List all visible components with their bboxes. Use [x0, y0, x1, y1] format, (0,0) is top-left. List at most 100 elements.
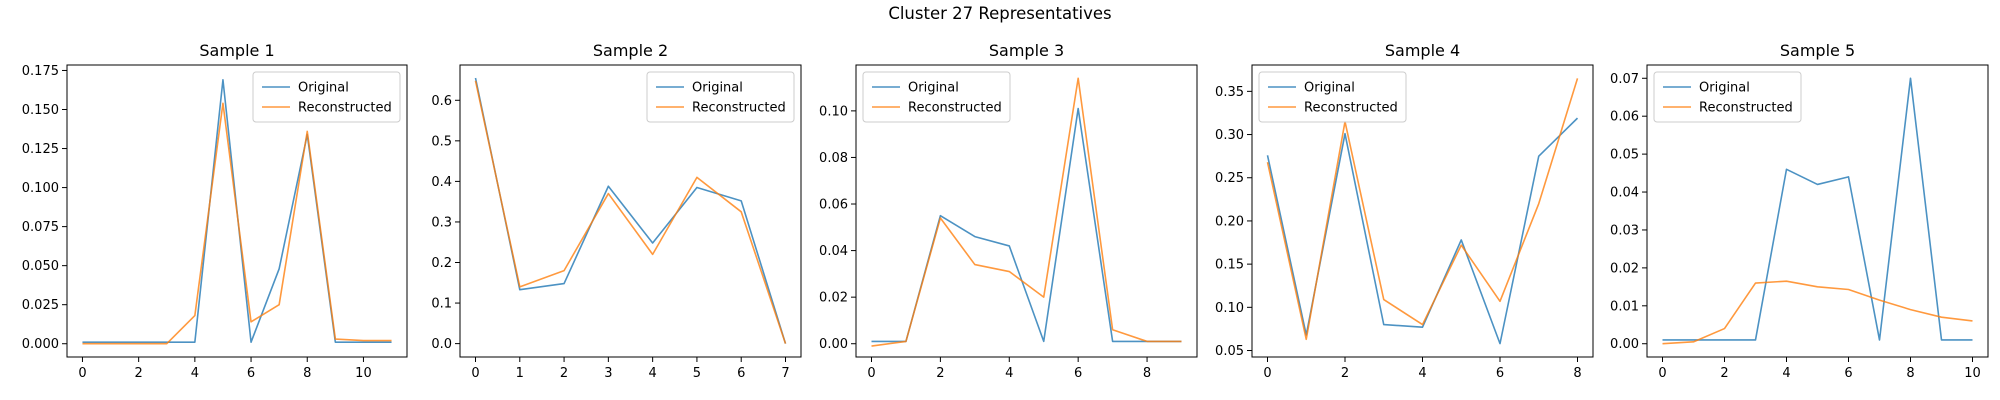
plot-frame	[1251, 64, 1594, 358]
y-tick-label: 0.3	[431, 215, 452, 230]
series-line-reconstructed	[474, 80, 787, 344]
subplot-title: Sample 3	[989, 41, 1064, 60]
x-tick-label: 8	[1906, 366, 1914, 381]
legend-box	[252, 71, 401, 123]
plot-frame	[66, 64, 408, 358]
y-tick-label: 0.5	[431, 134, 452, 149]
legend-label: Reconstructed	[298, 101, 392, 116]
series-line-reconstructed	[1266, 78, 1579, 341]
legend-label: Original	[1699, 81, 1750, 96]
plot-frame	[1646, 64, 1989, 358]
x-tick-label: 4	[1005, 366, 1013, 381]
y-tick-label: 0.4	[431, 175, 452, 190]
legend-label: Original	[692, 81, 743, 96]
legend-label: Original	[908, 81, 959, 96]
legend: Original Reconstructed	[1653, 71, 1802, 123]
subplot-title: Sample 5	[1780, 41, 1855, 60]
y-tick-label: 0.25	[1215, 171, 1244, 186]
x-tick-label: 4	[1782, 366, 1790, 381]
legend-label: Original	[298, 81, 349, 96]
y-tick-label: 0.03	[1610, 223, 1639, 238]
legend-box	[1258, 71, 1407, 123]
legend: Original Reconstructed	[646, 71, 795, 123]
x-tick-label: 2	[560, 366, 568, 381]
figure-title: Cluster 27 Representatives	[888, 4, 1112, 23]
x-tick-label: 6	[737, 366, 745, 381]
legend-label: Reconstructed	[1304, 101, 1398, 116]
x-tick-label: 2	[1341, 366, 1349, 381]
subplot-title: Sample 1	[199, 41, 274, 60]
y-tick-label: 0.15	[1215, 258, 1244, 273]
legend-label: Reconstructed	[692, 101, 786, 116]
y-tick-label: 0.175	[22, 64, 59, 79]
y-tick-label: 0.00	[1610, 337, 1639, 352]
y-tick-label: 0.08	[819, 151, 848, 166]
x-tick-label: 0	[471, 366, 479, 381]
x-tick-label: 4	[1418, 366, 1426, 381]
y-tick-label: 0.01	[1610, 299, 1639, 314]
x-tick-label: 6	[1074, 366, 1082, 381]
subplot-4: Sample 4 0.05 0.10 0.15 0.20 0.25 0.30 0.35 0 2 4 6…	[1215, 41, 1594, 381]
legend: Original Reconstructed	[1258, 71, 1407, 123]
x-tick-label: 4	[649, 366, 657, 381]
legend-label: Original	[1304, 81, 1355, 96]
x-tick-label: 5	[693, 366, 701, 381]
y-tick-label: 0.07	[1610, 72, 1639, 87]
series-line-original	[474, 77, 787, 344]
x-tick-label: 10	[1964, 366, 1981, 381]
x-tick-label: 8	[1573, 366, 1581, 381]
y-tick-label: 0.2	[431, 256, 452, 271]
x-tick-label: 8	[303, 366, 311, 381]
y-tick-label: 0.075	[22, 220, 59, 235]
subplot-3: Sample 3 0.00 0.02 0.04 0.06 0.08 0.10 0 2 4 6 8 Ori…	[819, 41, 1198, 381]
y-tick-label: 0.02	[1610, 261, 1639, 276]
plot-frame	[855, 64, 1198, 358]
y-tick-label: 0.06	[819, 198, 848, 213]
y-tick-label: 0.05	[1610, 148, 1639, 163]
x-tick-label: 2	[936, 366, 944, 381]
subplot-1: Sample 1 0.000 0.025 0.050 0.075 0.100 0.125 0.…	[22, 41, 408, 381]
subplot-2: Sample 2 0.0 0.1 0.2 0.3 0.4 0.5 0.6 0 1 2 3 4 5 6 7 Ori…	[431, 41, 802, 381]
x-tick-label: 0	[1658, 366, 1666, 381]
y-tick-label: 0.10	[819, 104, 848, 119]
subplot-5: Sample 5 0.00 0.01 0.02 0.03 0.04 0.05 0.06 0.07…	[1610, 41, 1989, 381]
series-line-reconstructed	[82, 102, 392, 345]
legend-box	[1653, 71, 1802, 123]
x-tick-label: 7	[781, 366, 789, 381]
legend-label: Reconstructed	[1699, 101, 1793, 116]
y-tick-label: 0.125	[22, 142, 59, 157]
series-line-reconstructed	[1662, 280, 1973, 345]
y-tick-label: 0.100	[22, 181, 59, 196]
legend-label: Reconstructed	[908, 101, 1002, 116]
y-tick-label: 0.35	[1215, 85, 1244, 100]
y-tick-label: 0.050	[22, 259, 59, 274]
x-tick-label: 6	[1844, 366, 1852, 381]
subplot-title: Sample 2	[593, 41, 668, 60]
x-tick-label: 0	[1263, 366, 1271, 381]
x-tick-label: 6	[1496, 366, 1504, 381]
series-line-original	[871, 107, 1182, 343]
y-tick-label: 0.10	[1215, 301, 1244, 316]
y-tick-label: 0.02	[819, 291, 848, 306]
x-tick-label: 3	[604, 366, 612, 381]
legend-box	[646, 71, 795, 123]
y-tick-label: 0.04	[819, 244, 848, 259]
series-line-original	[1266, 117, 1579, 345]
y-tick-label: 0.00	[819, 337, 848, 352]
y-tick-label: 0.05	[1215, 344, 1244, 359]
x-tick-label: 0	[78, 366, 86, 381]
y-tick-label: 0.30	[1215, 128, 1244, 143]
x-tick-label: 1	[516, 366, 524, 381]
y-tick-label: 0.025	[22, 298, 59, 313]
x-tick-label: 10	[355, 366, 372, 381]
series-line-original	[1662, 77, 1973, 341]
y-tick-label: 0.20	[1215, 214, 1244, 229]
x-tick-label: 6	[247, 366, 255, 381]
x-tick-label: 4	[191, 366, 199, 381]
legend-box	[862, 71, 1011, 123]
x-tick-label: 2	[1720, 366, 1728, 381]
y-tick-label: 0.0	[431, 337, 452, 352]
legend: Original Reconstructed	[862, 71, 1011, 123]
